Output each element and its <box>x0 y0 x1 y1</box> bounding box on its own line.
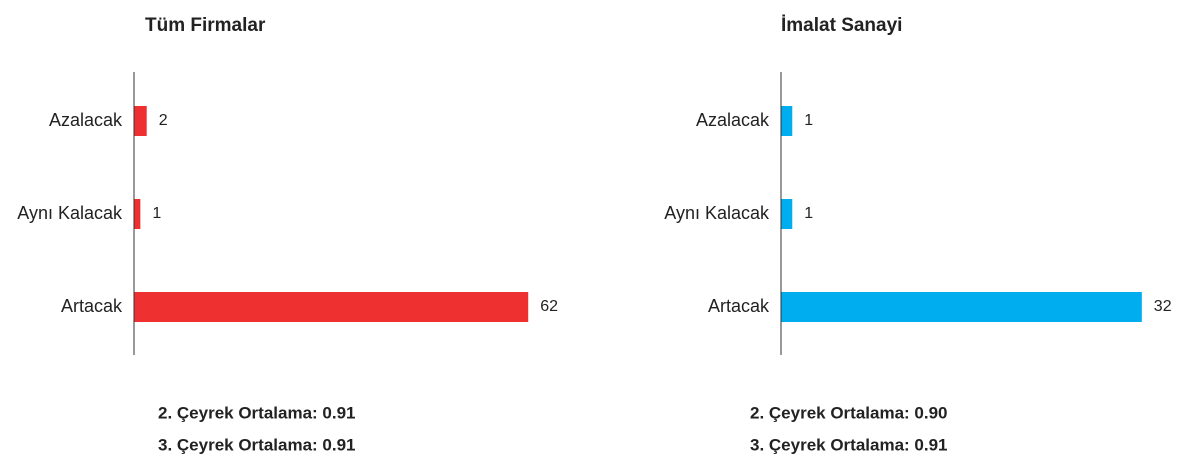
annotation: 3. Çeyrek Ortalama: 0.91 <box>158 435 356 454</box>
bar <box>134 292 529 322</box>
value-label: 62 <box>540 298 558 315</box>
value-label: 1 <box>804 112 813 129</box>
value-label: 1 <box>804 205 813 222</box>
bar <box>134 199 141 229</box>
bar <box>781 292 1142 322</box>
category-label: Azalacak <box>49 110 123 130</box>
bar <box>134 106 147 136</box>
value-label: 2 <box>159 112 168 129</box>
category-label: Aynı Kalacak <box>664 203 770 223</box>
value-label: 32 <box>1154 298 1172 315</box>
category-label: Aynı Kalacak <box>17 203 123 223</box>
bar <box>781 106 793 136</box>
category-label: Artacak <box>61 296 123 316</box>
value-label: 1 <box>152 205 161 222</box>
bar <box>781 199 793 229</box>
chart-title: Tüm Firmalar <box>145 15 266 36</box>
annotation: 2. Çeyrek Ortalama: 0.90 <box>750 403 948 422</box>
annotation: 2. Çeyrek Ortalama: 0.91 <box>158 403 356 422</box>
category-label: Azalacak <box>696 110 770 130</box>
chart-title: İmalat Sanayi <box>781 15 902 36</box>
category-label: Artacak <box>708 296 770 316</box>
annotation: 3. Çeyrek Ortalama: 0.91 <box>750 435 948 454</box>
